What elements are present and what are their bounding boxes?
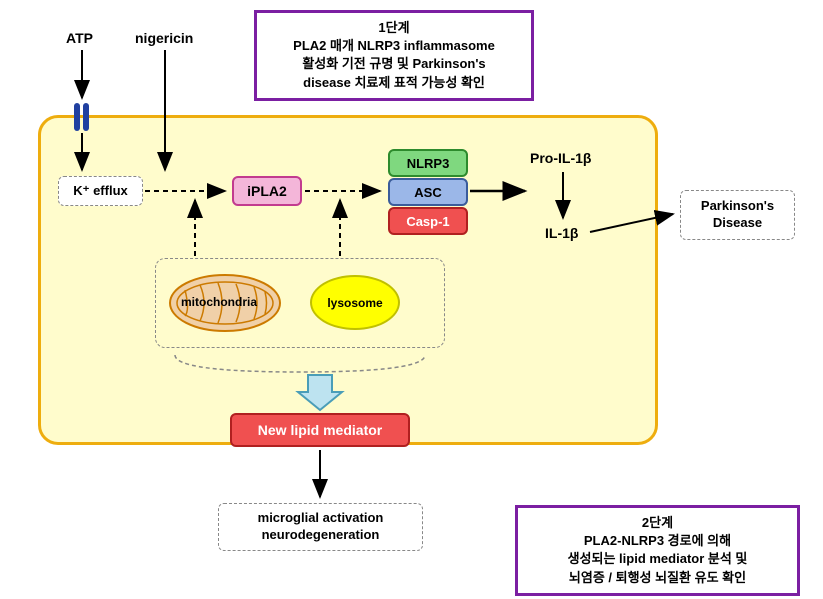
- stage2-line1: 2단계: [530, 514, 785, 532]
- il1b-label: IL-1β: [545, 225, 578, 241]
- mitochondria-label: mitochondria: [181, 295, 257, 309]
- stage1-line1: 1단계: [269, 19, 519, 37]
- stage2-line4: 뇌염증 / 퇴행성 뇌질환 유도 확인: [530, 569, 785, 587]
- pro-il1b-label: Pro-IL-1β: [530, 150, 591, 166]
- microglial-box: microglial activation neurodegeneration: [218, 503, 423, 551]
- ipla2-node: iPLA2: [232, 176, 302, 206]
- atp-label: ATP: [66, 30, 93, 46]
- stage1-line3: 활성화 기전 규명 및 Parkinson's: [269, 55, 519, 73]
- lysosome-node: lysosome: [310, 275, 400, 330]
- new-lipid-mediator-node: New lipid mediator: [230, 413, 410, 447]
- asc-node: ASC: [388, 178, 468, 206]
- stage1-title-box: 1단계 PLA2 매개 NLRP3 inflammasome 활성화 기전 규명…: [254, 10, 534, 101]
- nlrp3-node: NLRP3: [388, 149, 468, 177]
- k-efflux-box: K⁺ efflux: [58, 176, 143, 206]
- stage1-line2: PLA2 매개 NLRP3 inflammasome: [269, 37, 519, 55]
- parkinsons-box: Parkinson's Disease: [680, 190, 795, 240]
- stage2-title-box: 2단계 PLA2-NLRP3 경로에 의해 생성되는 lipid mediato…: [515, 505, 800, 596]
- casp1-node: Casp-1: [388, 207, 468, 235]
- stage2-line3: 생성되는 lipid mediator 분석 및: [530, 550, 785, 568]
- stage1-line4: disease 치료제 표적 가능성 확인: [269, 74, 519, 92]
- nigericin-label: nigericin: [135, 30, 193, 46]
- stage2-line2: PLA2-NLRP3 경로에 의해: [530, 532, 785, 550]
